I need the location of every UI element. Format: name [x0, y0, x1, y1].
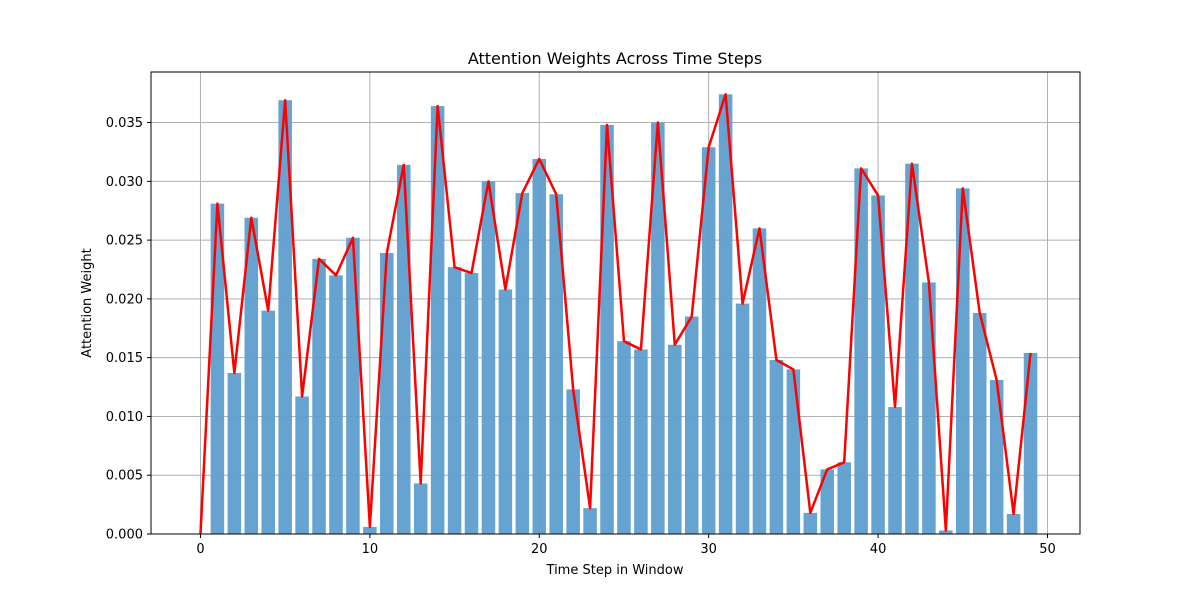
bar — [363, 526, 377, 534]
y-tick-label: 0.025 — [106, 234, 143, 249]
bar — [701, 147, 716, 535]
y-axis-label: Attention Weight — [80, 248, 95, 357]
attention-line — [199, 93, 1032, 535]
bar — [227, 372, 242, 534]
bar — [380, 253, 394, 535]
bar — [498, 289, 513, 534]
bar — [278, 100, 292, 534]
bar — [905, 163, 919, 535]
bar — [1006, 514, 1021, 534]
bar — [481, 181, 496, 534]
bar — [939, 530, 953, 534]
x-tick-label: 40 — [870, 542, 887, 557]
bar — [566, 389, 580, 534]
bar — [718, 94, 733, 534]
bar — [972, 312, 987, 534]
bar — [769, 360, 784, 534]
bar — [346, 237, 360, 534]
bar — [295, 396, 309, 534]
y-tick-label: 0.000 — [106, 528, 143, 543]
bar — [617, 341, 631, 534]
y-tick-label: 0.030 — [106, 175, 143, 190]
y-tick-label: 0.010 — [106, 410, 143, 425]
bar — [989, 380, 1004, 534]
bar — [752, 228, 767, 535]
bar — [651, 122, 665, 534]
bar — [329, 275, 343, 534]
bar — [871, 195, 885, 534]
bar — [735, 303, 750, 534]
bar — [261, 310, 276, 534]
x-axis-label: Time Step in Window — [546, 563, 684, 578]
bar — [447, 267, 462, 534]
y-tick-label: 0.035 — [106, 116, 143, 131]
y-axis-ticks: 0.000 0.005 0.010 0.015 0.020 0.025 0.030 0.035 — [106, 116, 151, 543]
bar — [786, 369, 801, 534]
x-tick-label: 30 — [700, 542, 717, 557]
y-tick-label: 0.020 — [106, 292, 143, 307]
bar — [396, 164, 411, 534]
bar — [955, 188, 970, 534]
bar — [549, 194, 563, 535]
bar — [464, 273, 479, 534]
bar — [888, 407, 902, 534]
bar — [837, 462, 851, 534]
bar — [430, 106, 445, 534]
x-tick-label: 20 — [531, 542, 548, 557]
x-tick-label: 0 — [196, 542, 204, 557]
chart-title: Attention Weights Across Time Steps — [468, 49, 762, 68]
bar — [583, 508, 597, 534]
y-tick-label: 0.005 — [106, 469, 143, 484]
bar — [532, 158, 547, 534]
bar — [1023, 352, 1038, 534]
bar — [684, 316, 699, 534]
bar — [312, 258, 326, 534]
bar-series — [210, 94, 1038, 535]
x-tick-label: 10 — [362, 542, 379, 557]
line-series — [199, 93, 1032, 535]
bar — [515, 193, 530, 534]
bar — [244, 217, 259, 534]
x-axis-ticks: 0 10 20 30 40 50 — [196, 534, 1056, 557]
x-tick-label: 50 — [1039, 542, 1056, 557]
y-tick-label: 0.015 — [106, 351, 143, 366]
bar — [803, 512, 818, 534]
plot-frame — [150, 71, 1081, 535]
bar — [820, 469, 835, 534]
bar — [668, 344, 682, 534]
bar — [634, 349, 648, 534]
bar — [854, 168, 868, 534]
bar — [413, 483, 428, 534]
bar — [922, 282, 936, 534]
